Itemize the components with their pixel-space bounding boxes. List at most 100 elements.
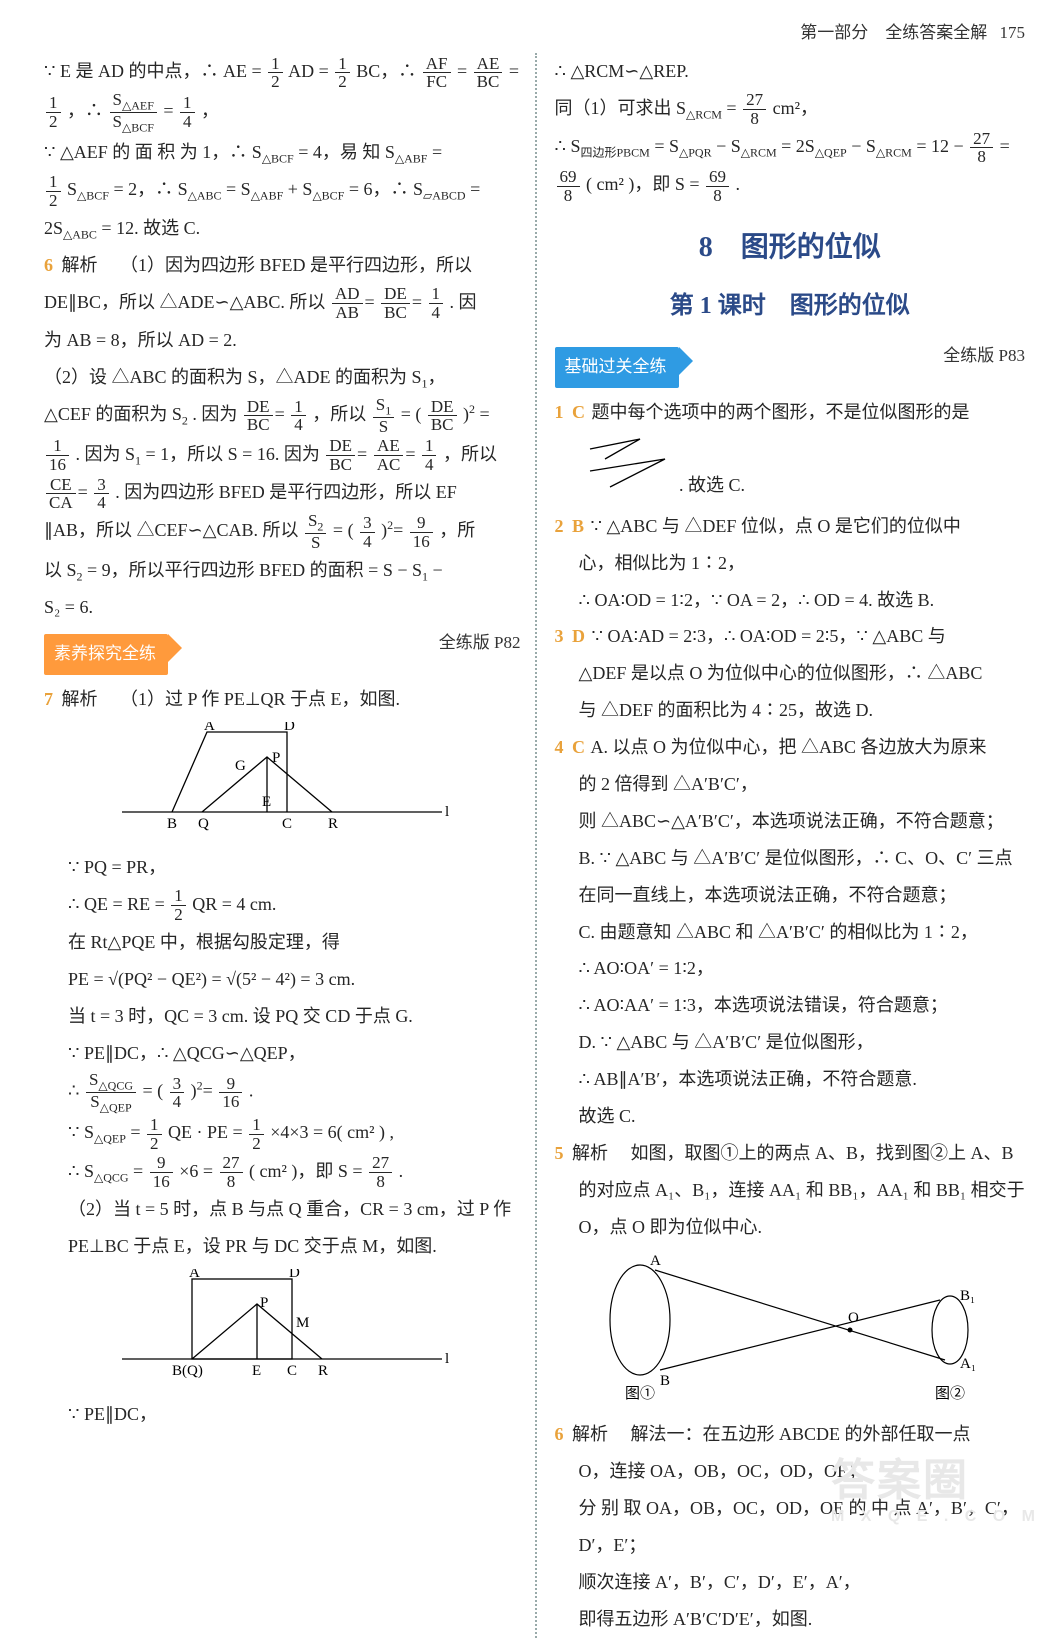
t: QR = 4 cm.	[192, 894, 276, 914]
text-line: 顺次连接 A′，B′，C′，D′，E′，A′，	[555, 1564, 1026, 1601]
t: △CEF 的面积为 S	[44, 404, 182, 424]
den: 4	[422, 456, 437, 474]
text-line: D′，E′；	[555, 1527, 1026, 1564]
t: 以 S	[44, 560, 77, 580]
keyword: 解析	[572, 1143, 608, 1163]
watermark-big: 答案圈	[831, 1456, 969, 1505]
lesson-title: 第 1 课时 图形的位似	[555, 282, 1026, 331]
q-num: 6	[555, 1424, 564, 1444]
dilation-icon: AB O B₁A₁ 图①图②	[580, 1250, 1000, 1400]
part-label: 第一部分 全练答案全解	[800, 23, 987, 42]
t: . 因为	[192, 404, 237, 424]
den: 2	[171, 906, 186, 924]
keyword: 解析	[62, 255, 98, 275]
fraction: 34	[94, 476, 109, 513]
den: 8	[557, 187, 580, 205]
svg-text:R: R	[328, 816, 338, 832]
num: 1	[291, 398, 306, 417]
sub: △QEP	[100, 1101, 132, 1115]
fraction: 12	[268, 55, 283, 92]
text-line: （2）设 △ABC 的面积为 S，△ADE 的面积为 S1，	[44, 359, 521, 396]
text-line: ∴ AB∥A′B′，本选项说法正确，不符合题意.	[555, 1061, 1026, 1098]
text-line: CECA= 34 . 因为四边形 BFED 是平行四边形，所以 EF	[44, 474, 521, 512]
fraction: 14	[291, 398, 306, 435]
text-line: 同（1）可求出 S△RCM = 278 cm²，	[555, 90, 1026, 128]
text-line: ∵ PQ = PR，	[44, 849, 521, 886]
text-line: （2）当 t = 5 时，点 B 与点 Q 重合，CR = 3 cm，过 P 作	[44, 1191, 521, 1228]
svg-text:P: P	[260, 1295, 268, 1311]
t: =	[432, 142, 442, 162]
page-ref: 全练版 P82	[439, 626, 521, 661]
fraction: 278	[743, 91, 766, 128]
num: AD	[332, 285, 363, 304]
text-line: 的对应点 A₁、B₁，连接 AA₁ 和 BB₁，AA₁ 和 BB₁ 相交于	[555, 1172, 1026, 1209]
svg-text:E: E	[262, 794, 271, 810]
sub: △RCM	[686, 107, 722, 121]
t: − S	[716, 136, 741, 156]
text-line: 以 S2 = 9，所以平行四边形 BFED 的面积 = S − S1 −	[44, 552, 521, 589]
sub: 1	[385, 403, 391, 417]
t: ×4×3 = 6( cm² ) ,	[270, 1122, 394, 1142]
text-line: PE⊥BC 于点 E，设 PR 与 DC 交于点 M，如图.	[44, 1228, 521, 1265]
den: BC	[244, 416, 273, 434]
num: 1	[180, 94, 195, 113]
text-line: ∵ E 是 AD 的中点，∴ AE = 12 AD = 12 BC，∴ AFFC…	[44, 53, 521, 91]
question-6: 6 解析 （1）因为四边形 BFED 是平行四边形，所以	[44, 247, 521, 284]
fraction: S2S	[305, 512, 326, 552]
svg-text:E: E	[252, 1363, 261, 1379]
sub: 四边形PBCM	[580, 146, 649, 160]
sub: △AEF	[122, 99, 154, 113]
t: ，所	[439, 520, 475, 540]
num: 1	[46, 437, 69, 456]
t: =	[509, 61, 519, 81]
t: = S	[654, 136, 679, 156]
text-line: ∴ QE = RE = 12 QR = 4 cm.	[44, 886, 521, 924]
svg-text:l: l	[445, 1351, 449, 1367]
t: ∵ S	[68, 1122, 94, 1142]
svg-text:A: A	[204, 722, 215, 734]
den: 2	[147, 1135, 162, 1153]
text-line: C. 由题意知 △ABC 和 △A′B′C′ 的相似比为 1∶2，	[555, 914, 1026, 951]
t: cm²，	[773, 98, 818, 118]
num: CE	[46, 476, 76, 495]
text-line: 在同一直线上，本选项说法正确，不符合题意；	[555, 877, 1026, 914]
text-line: 12 S△BCF = 2，∴ S△ABC = S△ABF + S△BCF = 6…	[44, 171, 521, 209]
t: = S	[226, 179, 251, 199]
num: S1	[373, 396, 394, 418]
svg-text:B₁: B₁	[960, 1288, 975, 1304]
figure-2: l AD PM B(Q) ECR	[44, 1269, 521, 1392]
t: S	[90, 1092, 99, 1111]
t: ×6 =	[179, 1161, 213, 1181]
text-line: 为 AB = 8，所以 AD = 2.	[44, 322, 521, 359]
t: = 12. 故选 C.	[101, 218, 200, 238]
q-num: 5	[555, 1143, 564, 1163]
t: . 因为四边形 BFED 是平行四边形，所以 EF	[115, 482, 457, 502]
num: 27	[970, 130, 993, 149]
q-num: 1	[555, 402, 564, 422]
t: S	[308, 511, 317, 530]
num: 1	[335, 55, 350, 74]
sup: 2	[197, 1079, 203, 1093]
text-line: ∥AB，所以 △CEF∽△CAB. 所以 S2S = ( 34 )2= 916 …	[44, 512, 521, 552]
t: QE · PE =	[168, 1122, 243, 1142]
t: =	[130, 1122, 140, 1142]
svg-text:B: B	[660, 1373, 670, 1389]
t: S	[89, 1070, 98, 1089]
answer-letter: C	[572, 737, 585, 757]
question-2: 2 B ∵ △ABC 与 △DEF 位似，点 O 是它们的位似中	[555, 508, 1026, 545]
den: 4	[94, 494, 109, 512]
t: BC，∴	[356, 61, 416, 81]
fraction: 34	[170, 1075, 185, 1112]
num: 3	[360, 514, 375, 533]
t: .	[736, 174, 741, 194]
t: =	[143, 1081, 153, 1101]
den: AC	[374, 456, 404, 474]
text-line: 12 ，∴ S△AEF S△BCF = 14 ，	[44, 91, 521, 134]
sub: ▱ABCD	[423, 189, 466, 203]
t: . 因为 S	[76, 444, 136, 464]
fraction: DEBC	[381, 285, 410, 322]
t: (	[348, 520, 354, 540]
sub: △ABC	[188, 189, 222, 203]
fraction: AEAC	[374, 437, 404, 474]
fraction: 12	[147, 1116, 162, 1153]
